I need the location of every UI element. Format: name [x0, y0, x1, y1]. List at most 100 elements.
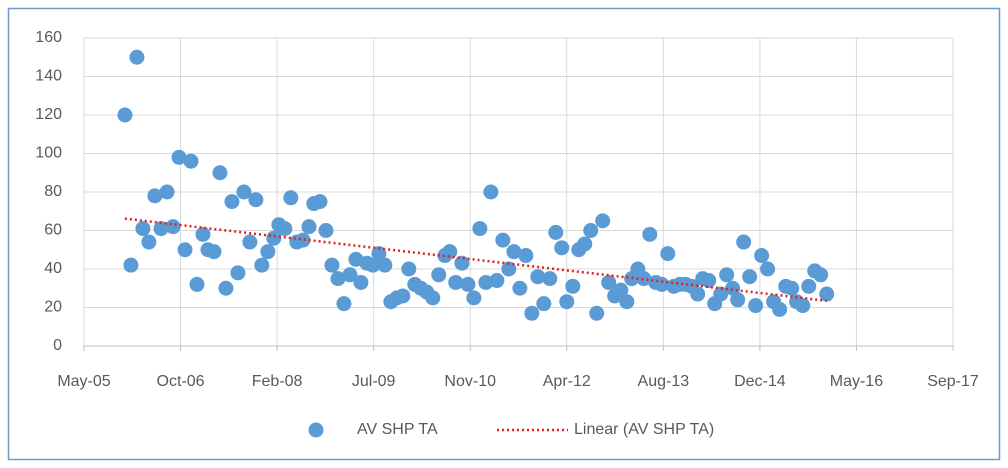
- point: [283, 190, 299, 206]
- point: [754, 248, 770, 264]
- point: [536, 296, 552, 312]
- point: [425, 290, 441, 306]
- y-tick-label: 160: [35, 29, 62, 46]
- point: [117, 107, 133, 123]
- y-tick-label: 0: [53, 337, 62, 354]
- point: [524, 305, 540, 321]
- y-tick-label: 20: [44, 299, 62, 316]
- point: [171, 149, 187, 165]
- point: [377, 257, 393, 273]
- point: [230, 265, 246, 281]
- point: [542, 271, 558, 287]
- point: [448, 274, 464, 290]
- point: [813, 267, 829, 283]
- point: [719, 267, 735, 283]
- point: [248, 192, 264, 208]
- point: [713, 286, 729, 302]
- point: [206, 244, 222, 260]
- point: [454, 255, 470, 271]
- point: [277, 221, 293, 237]
- point: [159, 184, 175, 200]
- point: [565, 278, 581, 294]
- point: [342, 267, 358, 283]
- y-tick-label: 80: [44, 183, 62, 200]
- point: [495, 232, 511, 248]
- point: [642, 226, 658, 242]
- x-tick-label: Apr-12: [543, 373, 591, 390]
- x-tick-label: Oct-06: [157, 373, 205, 390]
- y-tick-label: 100: [35, 145, 62, 162]
- point: [559, 294, 575, 310]
- point: [512, 280, 528, 296]
- point: [365, 257, 381, 273]
- point: [165, 219, 181, 235]
- point: [801, 278, 817, 294]
- point: [601, 274, 617, 290]
- point: [153, 221, 169, 237]
- point: [195, 226, 211, 242]
- point: [819, 286, 835, 302]
- point: [371, 246, 387, 262]
- point: [583, 223, 599, 238]
- point: [135, 221, 151, 237]
- point: [236, 184, 252, 200]
- point: [129, 49, 145, 65]
- x-tick-label: Dec-14: [734, 373, 786, 390]
- point: [613, 282, 629, 298]
- y-tick-label: 40: [44, 260, 62, 277]
- point: [760, 261, 776, 277]
- point: [772, 301, 788, 317]
- point: [301, 219, 317, 235]
- point: [489, 273, 505, 289]
- point: [748, 298, 764, 314]
- x-tick-label: Aug-13: [638, 373, 690, 390]
- point: [212, 165, 228, 181]
- point: [401, 261, 417, 277]
- point: [141, 234, 157, 250]
- point: [795, 298, 811, 314]
- point: [218, 280, 234, 296]
- point: [660, 246, 676, 262]
- point: [784, 280, 800, 296]
- point: [312, 194, 328, 210]
- point: [690, 286, 706, 302]
- legend-label: Linear (AV SHP TA): [574, 421, 714, 438]
- point: [224, 194, 240, 210]
- point: [577, 236, 593, 252]
- point: [518, 248, 534, 264]
- point: [730, 292, 746, 308]
- y-tick-label: 60: [44, 222, 62, 239]
- point: [254, 257, 270, 273]
- point: [530, 269, 546, 285]
- point: [701, 273, 717, 289]
- point: [324, 257, 340, 273]
- point: [460, 276, 476, 292]
- point: [330, 271, 346, 287]
- point: [336, 296, 352, 312]
- point: [483, 184, 499, 200]
- x-tick-label: Nov-10: [444, 373, 496, 390]
- point: [595, 213, 611, 229]
- y-tick-label: 120: [35, 106, 62, 123]
- point: [442, 244, 458, 260]
- point: [318, 223, 334, 238]
- point: [466, 290, 482, 306]
- point: [177, 242, 193, 258]
- point: [472, 221, 488, 237]
- x-tick-label: Feb-08: [252, 373, 303, 390]
- y-tick-label: 140: [35, 68, 62, 85]
- x-tick-label: Jul-09: [352, 373, 396, 390]
- x-tick-label: May-16: [830, 373, 883, 390]
- point: [295, 232, 311, 248]
- point: [736, 234, 752, 250]
- point: [147, 188, 163, 204]
- point: [260, 244, 276, 260]
- legend-marker: [308, 422, 324, 438]
- x-tick-label: Sep-17: [927, 373, 979, 390]
- point: [742, 269, 758, 285]
- legend-label: AV SHP TA: [357, 421, 438, 438]
- point: [589, 305, 605, 321]
- point: [554, 240, 570, 256]
- point: [636, 271, 652, 287]
- point: [353, 274, 369, 290]
